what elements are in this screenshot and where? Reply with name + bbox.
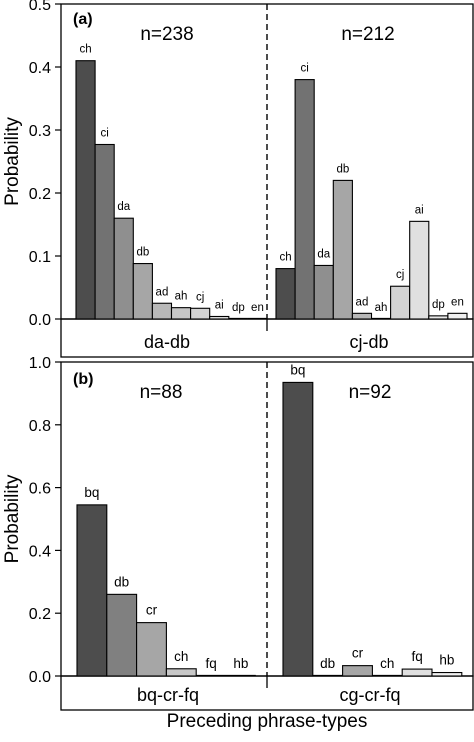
bar-label: db	[320, 656, 335, 671]
bar-ad	[351, 312, 373, 320]
bar-db	[132, 263, 153, 320]
bar-label: ch	[279, 252, 291, 264]
sample-size-label: n=212	[341, 24, 394, 45]
y-tick-label: 0.6	[29, 481, 51, 498]
bar-label: da	[317, 248, 330, 260]
bar-label: ch	[79, 44, 91, 56]
bar-cr	[136, 622, 167, 677]
bar-label: dp	[232, 302, 245, 314]
y-tick-label: 0.0	[29, 669, 51, 686]
bar-en	[447, 312, 468, 320]
bar-label: en	[251, 302, 264, 314]
bar-ad	[151, 302, 173, 320]
group-label: cj-db	[349, 332, 388, 352]
bar-ch	[75, 60, 96, 320]
bar-label: en	[451, 296, 464, 308]
bar-bq	[76, 504, 108, 677]
bar-ah	[170, 307, 192, 320]
bar-db	[332, 179, 353, 320]
bar-label: ci	[300, 63, 308, 75]
y-tick-label: 0.0	[29, 312, 51, 329]
bar-label: ch	[380, 656, 394, 671]
bar-ch	[275, 268, 296, 320]
bar-label: cj	[396, 269, 404, 281]
panel-a: 0.0 0.1 0.2 0.3 0.4 0.5 Probability (a) n=238 da-…	[2, 0, 474, 358]
y-tick-label: 0.4	[29, 60, 51, 77]
bar-label: cr	[352, 646, 364, 661]
sample-size-label: n=238	[140, 24, 193, 45]
y-tick-label: 0.2	[29, 186, 51, 203]
bar-label: hb	[439, 653, 454, 668]
bar-cj	[190, 307, 211, 320]
bar-db	[106, 593, 138, 677]
panel-label: (b)	[73, 371, 93, 388]
bar-label: cr	[146, 603, 158, 618]
bar-label: ai	[415, 204, 424, 216]
bar-dp	[428, 315, 449, 320]
bar-label: ci	[100, 127, 108, 139]
y-axis-label: Probability	[2, 474, 23, 563]
bar-ci	[294, 79, 315, 320]
y-tick-label: 1.0	[29, 355, 51, 372]
bar-label: fq	[411, 649, 422, 664]
y-tick-label: 0.2	[29, 606, 51, 623]
bar-label: db	[336, 163, 349, 175]
group-label: bq-cr-fq	[137, 685, 199, 705]
bar-bq	[282, 381, 314, 677]
bar-label: bq	[84, 485, 99, 500]
bar-label: ch	[174, 649, 188, 664]
bar-hb	[431, 671, 463, 677]
bar-ai	[409, 220, 430, 320]
bar-label: cj	[196, 291, 204, 303]
bar-ci	[94, 143, 115, 320]
bar-fq	[401, 668, 433, 677]
bar-ch	[165, 668, 197, 677]
bar-label: bq	[290, 362, 305, 377]
y-tick-label: 0.4	[29, 543, 51, 560]
bar-label: da	[117, 201, 130, 213]
y-axis-label: Probability	[2, 117, 23, 206]
y-tick-label: 0.5	[29, 0, 51, 14]
y-tick-label: 0.1	[29, 249, 51, 266]
bar-label: ah	[375, 302, 388, 314]
bar-cr	[342, 665, 373, 677]
bar-label: ad	[356, 296, 369, 308]
bar-label: hb	[233, 656, 248, 671]
bar-label: db	[114, 574, 129, 589]
bar-label: db	[136, 247, 149, 259]
bar-da	[113, 217, 134, 320]
panel-label: (a)	[73, 11, 93, 28]
bar-label: ai	[215, 299, 224, 311]
group-label: cg-cr-fq	[339, 685, 400, 705]
panel-b: 0.0 0.2 0.4 0.6 0.8 1.0 Probability (b) n=88 bq-c…	[2, 355, 474, 711]
bar-label: dp	[432, 299, 445, 311]
bar-ai	[209, 315, 230, 320]
bar-label: ad	[156, 286, 169, 298]
sample-size-label: n=92	[349, 382, 392, 403]
bar-label: fq	[205, 656, 216, 671]
bar-da	[313, 264, 334, 320]
sample-size-label: n=88	[140, 382, 183, 403]
x-axis-label: Preceding phrase-types	[167, 711, 368, 732]
bar-cj	[390, 285, 411, 320]
y-tick-label: 0.3	[29, 123, 51, 140]
bar-label: ah	[175, 291, 188, 303]
y-tick-label: 0.8	[29, 418, 51, 435]
group-label: da-db	[144, 332, 190, 352]
